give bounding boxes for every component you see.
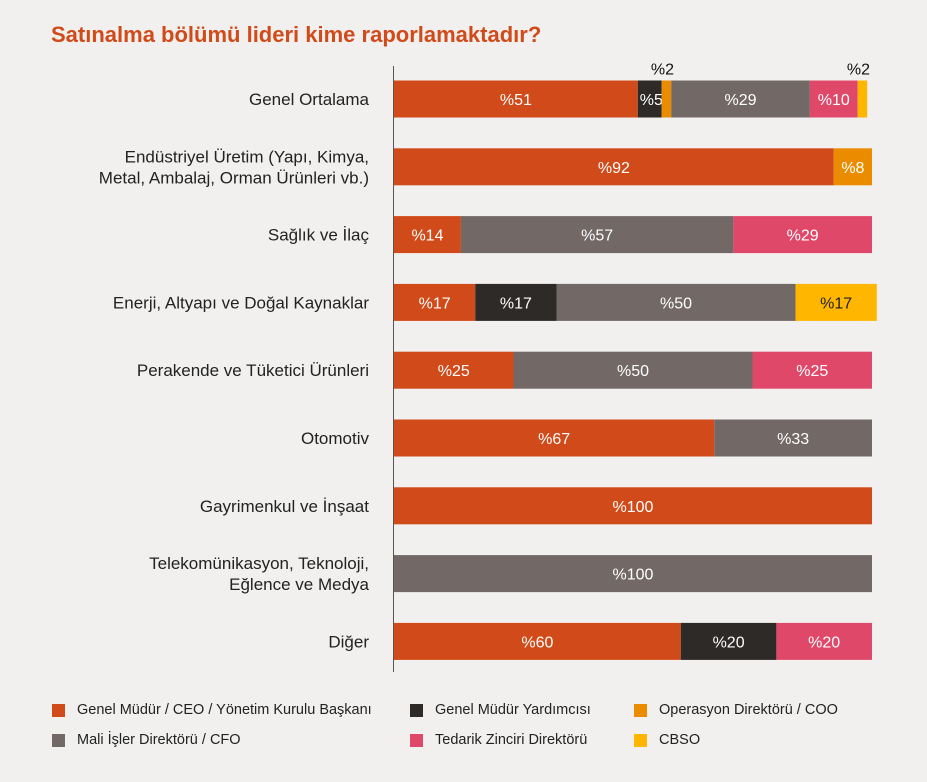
data-label: %100	[613, 499, 654, 516]
data-label: %25	[796, 363, 828, 380]
bar-segment	[857, 80, 868, 118]
legend-label: Tedarik Zinciri Direktörü	[435, 732, 588, 748]
bar-segment	[833, 148, 872, 186]
legend-swatch	[634, 703, 647, 717]
bar-segment	[475, 283, 557, 321]
bar-segment	[556, 283, 796, 321]
legend-swatch	[52, 703, 65, 717]
category-label: Sağlık ve İlaç	[268, 226, 370, 245]
legend-label: Operasyon Direktörü / COO	[659, 702, 838, 718]
data-label: %20	[713, 634, 745, 651]
bar-segment	[637, 80, 662, 118]
data-label: %100	[613, 567, 654, 584]
data-label: %60	[521, 634, 553, 651]
category-label: Otomotiv	[301, 429, 370, 448]
legend-item: Mali İşler Direktörü / CFO	[52, 732, 410, 748]
bar-segment	[776, 622, 872, 660]
data-label: %10	[818, 92, 850, 109]
data-label: %5	[640, 92, 663, 109]
category-label: Perakende ve Tüketici Ürünleri	[137, 361, 369, 380]
bar-segment	[714, 419, 872, 457]
bar-segment	[394, 283, 476, 321]
bar-segment	[680, 622, 777, 660]
bar-segment	[752, 351, 872, 389]
data-label: %92	[598, 160, 630, 177]
legend-swatch	[634, 733, 647, 747]
data-label: %17	[419, 295, 451, 312]
bar-segment	[394, 419, 715, 457]
bar-segment	[394, 216, 461, 254]
category-label: Gayrimenkul ve İnşaat	[200, 497, 369, 516]
legend-label: Mali İşler Direktörü / CFO	[77, 732, 241, 748]
bar-segment	[671, 80, 810, 118]
category-label: Eğlence ve Medya	[229, 575, 369, 594]
legend-item: Operasyon Direktörü / COO	[634, 702, 884, 718]
data-label: %50	[617, 363, 649, 380]
data-label: %29	[725, 92, 757, 109]
legend-swatch	[410, 733, 423, 747]
data-label: %2	[651, 62, 674, 79]
data-label: %67	[538, 431, 570, 448]
data-label: %14	[411, 228, 443, 245]
data-label: %17	[500, 295, 532, 312]
bar-segment	[394, 555, 872, 593]
data-label: %57	[581, 228, 613, 245]
bar-segment	[394, 80, 638, 118]
bar-segment	[394, 351, 514, 389]
legend-item: Genel Müdür / CEO / Yönetim Kurulu Başka…	[52, 702, 410, 718]
bar-segment	[809, 80, 858, 118]
data-label: %8	[841, 160, 864, 177]
legend-item: Tedarik Zinciri Direktörü	[410, 732, 634, 748]
chart-title: Satınalma bölümü lideri kime raporlamakt…	[51, 22, 542, 47]
legend-label: Genel Müdür / CEO / Yönetim Kurulu Başka…	[77, 702, 372, 718]
legend-label: CBSO	[659, 732, 701, 748]
legend-item: Genel Müdür Yardımcısı	[410, 702, 634, 718]
legend-swatch	[410, 703, 423, 717]
bar-segment	[394, 487, 872, 525]
legend-label: Genel Müdür Yardımcısı	[435, 702, 591, 718]
stacked-bar-chart: Genel Ortalama %51 %5 %2 %29 %10 %2 Endüstriyel…	[99, 62, 877, 672]
category-label: Diğer	[328, 632, 369, 651]
bar-segment	[513, 351, 753, 389]
data-label: %29	[787, 228, 819, 245]
data-label: %20	[808, 634, 840, 651]
category-label: Telekomünikasyon, Teknoloji,	[149, 554, 369, 573]
category-label: Metal, Ambalaj, Orman Ürünleri vb.)	[99, 168, 369, 187]
category-label: Genel Ortalama	[249, 90, 370, 109]
bar-segment	[460, 216, 734, 254]
bar-segment	[394, 622, 681, 660]
data-label: %17	[820, 295, 852, 312]
legend-item: CBSO	[634, 732, 884, 748]
data-label: %33	[777, 431, 809, 448]
category-label: Enerji, Altyapı ve Doğal Kaynaklar	[113, 293, 369, 312]
data-label: %51	[500, 92, 532, 109]
bar-segment	[733, 216, 872, 254]
legend: Genel Müdür / CEO / Yönetim Kurulu Başka…	[52, 702, 884, 748]
data-label: %2	[847, 62, 870, 79]
bar-segment	[795, 283, 877, 321]
category-label: Endüstriyel Üretim (Yapı, Kimya,	[125, 147, 369, 166]
data-label: %50	[660, 295, 692, 312]
legend-swatch	[52, 733, 65, 747]
data-label: %25	[438, 363, 470, 380]
bar-segment	[661, 80, 672, 118]
bar-segment	[394, 148, 834, 186]
